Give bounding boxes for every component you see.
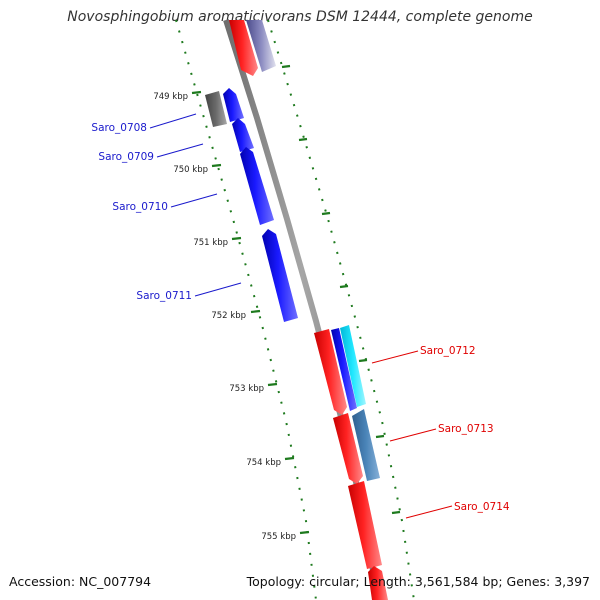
gene-arrow-saro-0712[interactable] [314, 329, 347, 415]
gene-arrow-bottom-red[interactable] [368, 566, 388, 600]
gene-label-saro-0712[interactable]: Saro_0712 [420, 345, 476, 357]
leader-saro-0708 [149, 113, 197, 129]
kbp-tick [250, 309, 261, 314]
kbp-tick [299, 530, 310, 535]
accession-text: Accession: NC_007794 [9, 574, 152, 589]
gene-arrow-top-faded[interactable] [246, 20, 276, 72]
kbp-tick [211, 163, 222, 168]
kbp-label-751: 751 kbp [193, 238, 228, 248]
leader-saro-0714 [405, 505, 453, 519]
gene-arrow-saro-0711[interactable] [262, 229, 298, 322]
kbp-labels: 749 kbp 750 kbp 751 kbp 752 kbp 753 kbp … [153, 92, 296, 542]
gene-arrow-saro-0712-cyan[interactable] [340, 325, 366, 407]
gene-arrow-saro-0714[interactable] [348, 481, 382, 569]
leader-saro-0709 [156, 143, 204, 158]
gene-label-saro-0714[interactable]: Saro_0714 [454, 501, 510, 513]
gene-label-saro-0711[interactable]: Saro_0711 [136, 290, 192, 302]
kbp-tick [231, 236, 242, 241]
kbp-tick [284, 456, 295, 461]
gene-arrow-saro-0708[interactable] [223, 88, 244, 122]
gene-arrow-saro-0713[interactable] [333, 413, 363, 484]
topology-summary: Topology: circular; Length: 3,561,584 bp… [246, 574, 590, 589]
kbp-label-752: 752 kbp [211, 311, 246, 321]
kbp-ticks [191, 64, 401, 535]
map-title: Novosphingobium aromaticivorans DSM 1244… [67, 9, 533, 25]
kbp-tick [191, 90, 202, 95]
gene-arrow-saro-0710[interactable] [240, 147, 274, 225]
leader-saro-0713 [389, 428, 437, 442]
inner-tick-line [175, 19, 317, 600]
leader-saro-0711 [194, 282, 242, 297]
gene-arrow-saro-0713-steel[interactable] [352, 409, 380, 481]
gene-label-saro-0708[interactable]: Saro_0708 [91, 122, 147, 134]
kbp-label-754: 754 kbp [246, 458, 281, 468]
kbp-label-753: 753 kbp [229, 384, 264, 394]
leader-saro-0712 [371, 350, 419, 364]
gene-label-saro-0709[interactable]: Saro_0709 [98, 151, 154, 163]
kbp-label-750: 750 kbp [173, 165, 208, 175]
kbp-label-755: 755 kbp [261, 532, 296, 542]
gene-label-saro-0710[interactable]: Saro_0710 [112, 201, 168, 213]
gene-label-saro-0713[interactable]: Saro_0713 [438, 423, 494, 435]
kbp-label-749: 749 kbp [153, 92, 188, 102]
outer-tick-line [267, 19, 415, 600]
gene-arrow-saro-0712-blue[interactable] [331, 328, 357, 411]
kbp-tick [267, 382, 278, 387]
gene-arrow-gray[interactable] [205, 91, 227, 127]
gene-arrow-top-red[interactable] [229, 20, 258, 76]
gene-arrow-saro-0709[interactable] [232, 118, 254, 152]
leader-saro-0710 [170, 193, 218, 208]
